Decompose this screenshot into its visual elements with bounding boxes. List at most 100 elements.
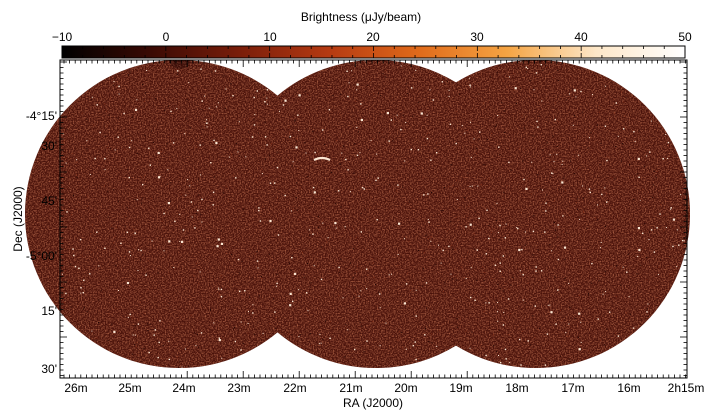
- point-source: [562, 215, 564, 217]
- point-source: [76, 161, 78, 163]
- point-source: [146, 323, 148, 325]
- point-source: [518, 248, 521, 252]
- point-source: [652, 196, 653, 198]
- point-source: [505, 283, 507, 285]
- point-source: [206, 119, 207, 121]
- point-source: [134, 232, 136, 234]
- point-source: [98, 299, 100, 301]
- point-source: [428, 246, 430, 248]
- point-source: [550, 159, 551, 161]
- point-source: [570, 160, 571, 162]
- point-source: [338, 266, 340, 269]
- point-source: [110, 98, 112, 100]
- point-source: [526, 363, 528, 365]
- point-source: [529, 80, 531, 82]
- point-source: [318, 343, 320, 345]
- point-source: [218, 289, 220, 291]
- point-source: [275, 327, 277, 329]
- point-source: [395, 190, 397, 192]
- point-source: [218, 339, 221, 342]
- point-source: [191, 360, 193, 362]
- point-source: [560, 356, 562, 358]
- point-source: [309, 213, 311, 215]
- point-source: [142, 84, 144, 85]
- point-source: [223, 192, 225, 194]
- point-source: [248, 89, 250, 91]
- point-source: [504, 131, 506, 133]
- point-source: [611, 177, 613, 179]
- point-source: [620, 160, 622, 162]
- point-source: [539, 99, 541, 101]
- point-source: [561, 163, 563, 165]
- point-source: [153, 334, 155, 336]
- point-source: [660, 259, 662, 261]
- point-source: [430, 236, 432, 238]
- point-source: [134, 108, 138, 111]
- point-source: [201, 221, 203, 223]
- point-source: [452, 278, 453, 280]
- point-source: [276, 166, 279, 169]
- point-source: [163, 212, 165, 215]
- point-source: [201, 198, 203, 201]
- point-source: [546, 194, 548, 196]
- point-source: [202, 143, 204, 145]
- y-tick-label: 30': [41, 139, 57, 153]
- point-source: [522, 160, 524, 162]
- point-source: [366, 84, 368, 86]
- point-source: [478, 138, 480, 140]
- y-tick-label: 15': [41, 304, 57, 318]
- point-source: [471, 331, 473, 333]
- point-source: [134, 344, 135, 346]
- point-source: [216, 245, 219, 248]
- point-source: [557, 121, 559, 123]
- point-source: [425, 282, 428, 284]
- point-source: [407, 272, 408, 274]
- point-source: [476, 249, 478, 251]
- point-source: [433, 214, 435, 216]
- point-source: [430, 159, 432, 161]
- point-source: [370, 140, 372, 142]
- point-source: [212, 204, 214, 206]
- point-source: [535, 266, 537, 268]
- point-source: [309, 286, 311, 288]
- point-source: [426, 114, 428, 116]
- point-source: [73, 254, 75, 257]
- point-source: [563, 231, 565, 233]
- point-source: [667, 158, 669, 159]
- point-source: [597, 124, 598, 126]
- x-tick-label: 20m: [394, 381, 417, 395]
- point-source: [344, 356, 346, 358]
- point-source: [153, 141, 154, 143]
- point-source: [112, 189, 114, 191]
- point-source: [72, 153, 74, 155]
- point-source: [348, 82, 350, 84]
- point-source: [179, 240, 181, 242]
- colorbar-label: Brightness (μJy/beam): [301, 10, 421, 24]
- point-source: [426, 137, 429, 140]
- point-source: [569, 307, 571, 309]
- point-source: [534, 305, 536, 307]
- point-source: [463, 176, 465, 178]
- point-source: [114, 149, 116, 151]
- point-source: [340, 93, 342, 95]
- point-source: [638, 248, 641, 252]
- point-source: [578, 216, 580, 218]
- point-source: [542, 149, 544, 151]
- point-source: [318, 219, 320, 221]
- point-source: [356, 154, 359, 156]
- point-source: [298, 130, 300, 132]
- point-source: [70, 306, 72, 308]
- point-source: [325, 320, 326, 322]
- point-source: [659, 213, 661, 215]
- point-source: [99, 101, 101, 103]
- point-source: [408, 201, 410, 203]
- point-source: [638, 130, 640, 132]
- point-source: [354, 348, 356, 351]
- y-tick-label: 30': [41, 362, 57, 376]
- point-source: [588, 294, 590, 296]
- point-source: [310, 282, 312, 284]
- point-source: [255, 181, 257, 183]
- point-source: [221, 357, 223, 359]
- point-source: [388, 274, 390, 276]
- point-source: [149, 323, 151, 325]
